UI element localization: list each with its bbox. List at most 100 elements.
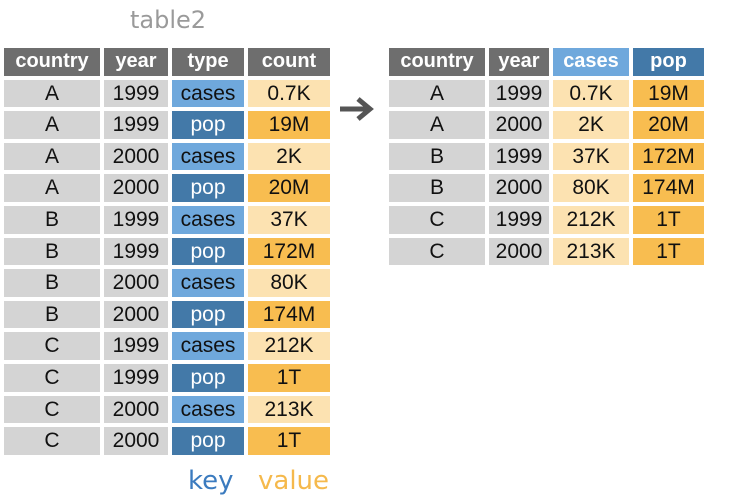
- value-label: value: [258, 466, 330, 496]
- table-row: A 2000 pop 20M: [4, 174, 330, 202]
- country-cell: C: [4, 395, 100, 424]
- country-cell: C: [4, 363, 100, 392]
- year-cell: 2000: [104, 427, 168, 455]
- cases-cell: 213K: [553, 237, 629, 266]
- table-row: B 1999 37K 172M: [389, 142, 704, 171]
- pop-cell: 172M: [633, 142, 704, 171]
- table-row: B 1999 cases 37K: [4, 205, 330, 234]
- year-cell: 1999: [489, 79, 549, 108]
- count-cell: 20M: [248, 174, 330, 202]
- count-cell: 1T: [248, 427, 330, 455]
- year-cell: 1999: [104, 363, 168, 392]
- year-cell: 1999: [489, 142, 549, 171]
- table-row: B 2000 cases 80K: [4, 269, 330, 297]
- pop-cell: 1T: [633, 205, 704, 234]
- country-cell: A: [389, 79, 485, 108]
- wide-table: country year cases pop A 1999 0.7K 19M A…: [385, 44, 708, 269]
- country-cell: C: [389, 237, 485, 266]
- type-cell: pop: [172, 363, 244, 392]
- table-row: A 2000 cases 2K: [4, 142, 330, 171]
- count-cell: 174M: [248, 300, 330, 329]
- table-row: C 1999 pop 1T: [4, 363, 330, 392]
- type-cell: pop: [172, 237, 244, 266]
- type-cell: cases: [172, 395, 244, 424]
- type-cell: cases: [172, 142, 244, 171]
- count-cell: 212K: [248, 332, 330, 360]
- column-header-country: country: [4, 48, 100, 76]
- country-cell: B: [4, 269, 100, 297]
- type-cell: cases: [172, 205, 244, 234]
- column-header-type: type: [172, 48, 244, 76]
- column-header-year: year: [104, 48, 168, 76]
- cases-cell: 80K: [553, 174, 629, 202]
- column-header-country: country: [389, 48, 485, 76]
- country-cell: B: [4, 237, 100, 266]
- country-cell: B: [389, 174, 485, 202]
- table-row: A 1999 cases 0.7K: [4, 79, 330, 108]
- count-cell: 37K: [248, 205, 330, 234]
- country-cell: A: [4, 142, 100, 171]
- year-cell: 2000: [104, 269, 168, 297]
- type-cell: cases: [172, 79, 244, 108]
- table-row: C 1999 cases 212K: [4, 332, 330, 360]
- long-table: country year type count A 1999 cases 0.7…: [0, 44, 334, 459]
- type-cell: cases: [172, 332, 244, 360]
- count-cell: 1T: [248, 363, 330, 392]
- country-cell: A: [4, 111, 100, 139]
- header-row: country year type count: [4, 48, 330, 76]
- cases-cell: 2K: [553, 111, 629, 139]
- count-cell: 80K: [248, 269, 330, 297]
- country-cell: A: [389, 111, 485, 139]
- country-cell: B: [4, 300, 100, 329]
- country-cell: C: [4, 332, 100, 360]
- country-cell: C: [4, 427, 100, 455]
- cases-cell: 0.7K: [553, 79, 629, 108]
- pop-cell: 174M: [633, 174, 704, 202]
- column-header-year: year: [489, 48, 549, 76]
- year-cell: 2000: [104, 395, 168, 424]
- type-cell: pop: [172, 427, 244, 455]
- table-title: table2: [130, 6, 207, 34]
- year-cell: 1999: [104, 79, 168, 108]
- year-cell: 2000: [489, 174, 549, 202]
- year-cell: 2000: [104, 300, 168, 329]
- header-row: country year cases pop: [389, 48, 704, 76]
- country-cell: B: [4, 205, 100, 234]
- type-cell: pop: [172, 174, 244, 202]
- country-cell: A: [4, 174, 100, 202]
- year-cell: 1999: [104, 332, 168, 360]
- type-cell: cases: [172, 269, 244, 297]
- count-cell: 0.7K: [248, 79, 330, 108]
- count-cell: 2K: [248, 142, 330, 171]
- column-header-pop: pop: [633, 48, 704, 76]
- table-row: C 2000 cases 213K: [4, 395, 330, 424]
- pop-cell: 19M: [633, 79, 704, 108]
- count-cell: 213K: [248, 395, 330, 424]
- pop-cell: 1T: [633, 237, 704, 266]
- key-label: key: [188, 466, 234, 496]
- table-row: C 2000 213K 1T: [389, 237, 704, 266]
- table-row: A 1999 0.7K 19M: [389, 79, 704, 108]
- country-cell: A: [4, 79, 100, 108]
- table-row: B 2000 80K 174M: [389, 174, 704, 202]
- year-cell: 1999: [104, 205, 168, 234]
- count-cell: 19M: [248, 111, 330, 139]
- country-cell: C: [389, 205, 485, 234]
- year-cell: 1999: [104, 237, 168, 266]
- table-row: B 2000 pop 174M: [4, 300, 330, 329]
- year-cell: 2000: [489, 111, 549, 139]
- column-header-count: count: [248, 48, 330, 76]
- year-cell: 2000: [104, 142, 168, 171]
- cases-cell: 212K: [553, 205, 629, 234]
- cases-cell: 37K: [553, 142, 629, 171]
- count-cell: 172M: [248, 237, 330, 266]
- type-cell: pop: [172, 111, 244, 139]
- table-row: C 2000 pop 1T: [4, 427, 330, 455]
- pop-cell: 20M: [633, 111, 704, 139]
- year-cell: 1999: [489, 205, 549, 234]
- table-row: A 2000 2K 20M: [389, 111, 704, 139]
- table-row: A 1999 pop 19M: [4, 111, 330, 139]
- type-cell: pop: [172, 300, 244, 329]
- year-cell: 2000: [489, 237, 549, 266]
- column-header-cases: cases: [553, 48, 629, 76]
